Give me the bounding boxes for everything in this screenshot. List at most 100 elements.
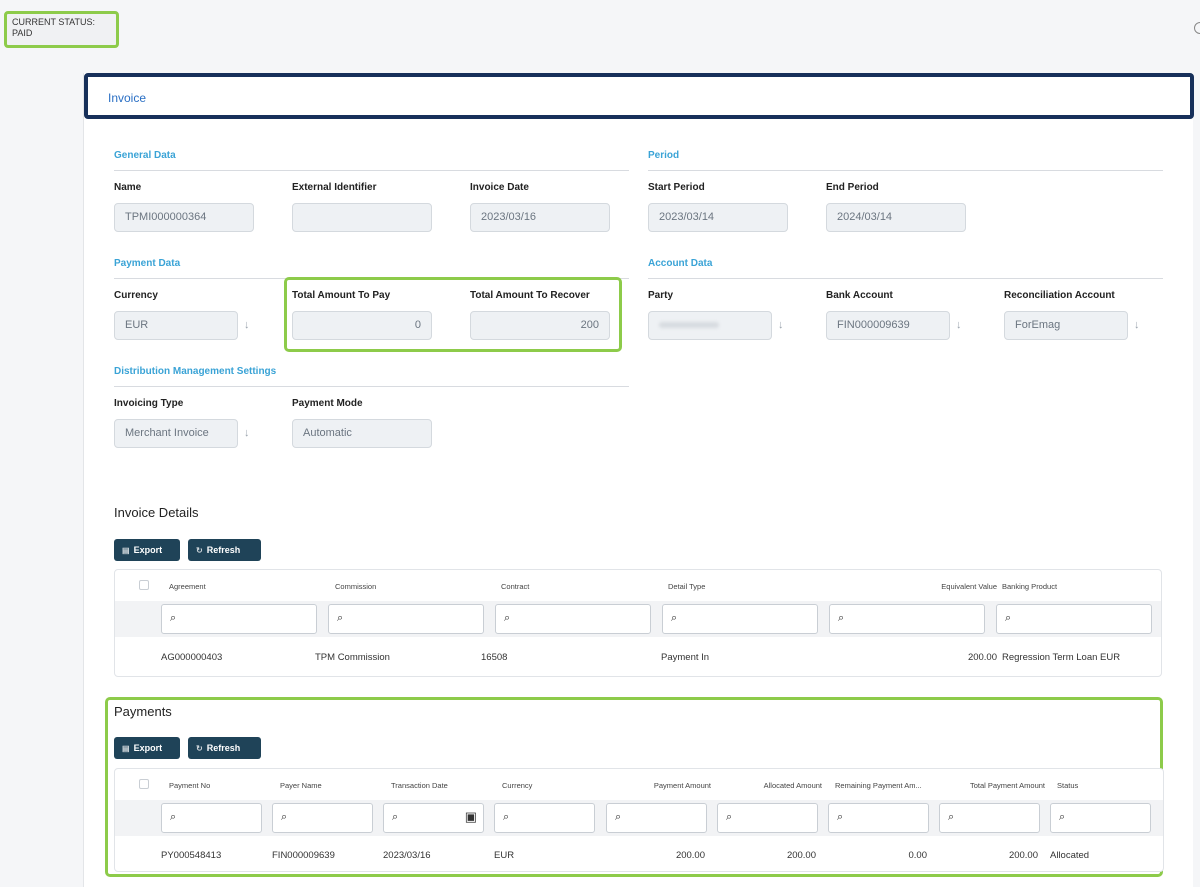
equivalent-value-filter-input[interactable]: ⌕	[829, 604, 985, 634]
cell-payment-no: PY000548413	[161, 850, 222, 861]
currency-select[interactable]: EUR	[114, 311, 238, 340]
arrow-down-icon[interactable]: ↓	[956, 319, 962, 331]
banking-product-filter-input[interactable]: ⌕	[996, 604, 1152, 634]
transaction-date-filter-input[interactable]: ⌕ ▣	[383, 803, 484, 833]
invoice-details-title: Invoice Details	[114, 505, 199, 520]
currency-label: Currency	[114, 290, 158, 301]
blurred-value	[659, 322, 719, 329]
column-header[interactable]: Equivalent Value	[941, 582, 997, 591]
column-header[interactable]: Transaction Date	[391, 781, 448, 790]
total-to-recover-label: Total Amount To Recover	[470, 290, 590, 301]
column-header[interactable]: Contract	[501, 582, 530, 591]
contract-filter-input[interactable]: ⌕	[495, 604, 651, 634]
arrow-down-icon[interactable]: ↓	[1134, 319, 1140, 331]
section-divider	[114, 386, 629, 387]
cell-banking-product: Regression Term Loan EUR	[1002, 652, 1121, 663]
status-label: CURRENT STATUS:	[12, 17, 96, 27]
highlight-amounts	[284, 277, 622, 352]
invoice-details-grid: Agreement Commission Contract Detail Typ…	[114, 569, 1162, 677]
start-period-field[interactable]: 2023/03/14	[648, 203, 788, 232]
invoice-details-refresh-button[interactable]: ↻ Refresh	[188, 539, 261, 561]
invoice-date-label: Invoice Date	[470, 182, 529, 193]
commission-filter-input[interactable]: ⌕	[328, 604, 484, 634]
section-divider	[648, 278, 1163, 279]
column-header[interactable]: Remaining Payment Am...	[835, 781, 922, 790]
external-identifier-field[interactable]	[292, 203, 432, 232]
cell-contract: 16508	[481, 652, 508, 663]
column-header[interactable]: Total Payment Amount	[969, 781, 1045, 790]
search-icon: ⌕	[837, 811, 844, 823]
reconciliation-account-select[interactable]: ForEmag	[1004, 311, 1128, 340]
column-header[interactable]: Status	[1057, 781, 1079, 790]
column-header[interactable]: Payment Amount	[653, 781, 711, 790]
search-icon: ⌕	[504, 612, 511, 624]
invoicing-type-label: Invoicing Type	[114, 398, 184, 409]
total-to-pay-field[interactable]: 0	[292, 311, 432, 340]
payments-title: Payments	[114, 704, 172, 719]
invoice-date-field[interactable]: 2023/03/16	[470, 203, 610, 232]
search-icon: ⌕	[337, 612, 344, 624]
bank-account-label: Bank Account	[826, 290, 893, 301]
cell-allocated-amount: 200.00	[786, 850, 816, 861]
invoice-details-export-button[interactable]: ▤ Export	[114, 539, 180, 561]
invoicing-type-select[interactable]: Merchant Invoice	[114, 419, 238, 448]
total-to-pay-label: Total Amount To Pay	[292, 290, 391, 301]
cell-remaining-amount: 0.00	[908, 850, 928, 861]
help-icon[interactable]	[1194, 22, 1200, 34]
invoice-title: Invoice	[108, 91, 147, 105]
refresh-icon: ↻	[196, 744, 203, 753]
column-header[interactable]: Banking Product	[1002, 582, 1058, 591]
name-label: Name	[114, 182, 142, 193]
section-distribution: Distribution Management Settings	[114, 366, 277, 377]
column-header[interactable]: Agreement	[169, 582, 206, 591]
cell-agreement: AG000000403	[161, 652, 223, 663]
search-icon: ⌕	[1005, 612, 1012, 624]
search-icon: ⌕	[726, 811, 733, 823]
invoice-card: Invoice General Data Period Name TPMI000…	[83, 73, 1194, 887]
total-payment-filter-input[interactable]: ⌕	[939, 803, 1040, 833]
invoice-header: Invoice	[84, 73, 1194, 119]
arrow-down-icon[interactable]: ↓	[778, 319, 784, 331]
cell-equivalent-value: 200.00	[967, 652, 997, 663]
search-icon: ⌕	[615, 811, 622, 823]
calendar-icon[interactable]: ▣	[464, 809, 477, 824]
total-to-recover-field[interactable]: 200	[470, 311, 610, 340]
cell-currency: EUR	[494, 850, 515, 861]
detail-type-filter-input[interactable]: ⌕	[662, 604, 818, 634]
refresh-icon: ↻	[196, 546, 203, 555]
search-icon: ⌕	[281, 811, 288, 823]
allocated-amount-filter-input[interactable]: ⌕	[717, 803, 818, 833]
name-field[interactable]: TPMI000000364	[114, 203, 254, 232]
search-icon: ⌕	[503, 811, 510, 823]
currency-filter-input[interactable]: ⌕	[494, 803, 595, 833]
bank-account-select[interactable]: FIN000009639	[826, 311, 950, 340]
filter-row: ⌕ ⌕ ⌕ ⌕ ⌕ ⌕	[115, 601, 1161, 637]
external-identifier-label: External Identifier	[292, 182, 377, 193]
column-header[interactable]: Currency	[502, 781, 533, 790]
section-period: Period	[648, 150, 680, 161]
start-period-label: Start Period	[648, 182, 705, 193]
agreement-filter-input[interactable]: ⌕	[161, 604, 317, 634]
status-filter-input[interactable]: ⌕	[1050, 803, 1151, 833]
select-all-checkbox[interactable]	[139, 779, 149, 789]
payments-export-button[interactable]: ▤ Export	[114, 737, 180, 759]
column-header[interactable]: Payer Name	[280, 781, 322, 790]
payment-mode-field[interactable]: Automatic	[292, 419, 432, 448]
payer-name-filter-input[interactable]: ⌕	[272, 803, 373, 833]
payments-refresh-button[interactable]: ↻ Refresh	[188, 737, 261, 759]
column-header[interactable]: Allocated Amount	[763, 781, 822, 790]
arrow-down-icon[interactable]: ↓	[244, 319, 250, 331]
end-period-field[interactable]: 2024/03/14	[826, 203, 966, 232]
column-header[interactable]: Commission	[335, 582, 377, 591]
column-header[interactable]: Detail Type	[668, 582, 706, 591]
section-payment-data: Payment Data	[114, 258, 181, 269]
column-header[interactable]: Payment No	[169, 781, 211, 790]
remaining-amount-filter-input[interactable]: ⌕	[828, 803, 929, 833]
search-icon: ⌕	[392, 811, 399, 823]
payment-mode-label: Payment Mode	[292, 398, 363, 409]
party-select[interactable]	[648, 311, 772, 340]
payment-no-filter-input[interactable]: ⌕	[161, 803, 262, 833]
arrow-down-icon[interactable]: ↓	[244, 427, 250, 439]
select-all-checkbox[interactable]	[139, 580, 149, 590]
payment-amount-filter-input[interactable]: ⌕	[606, 803, 707, 833]
